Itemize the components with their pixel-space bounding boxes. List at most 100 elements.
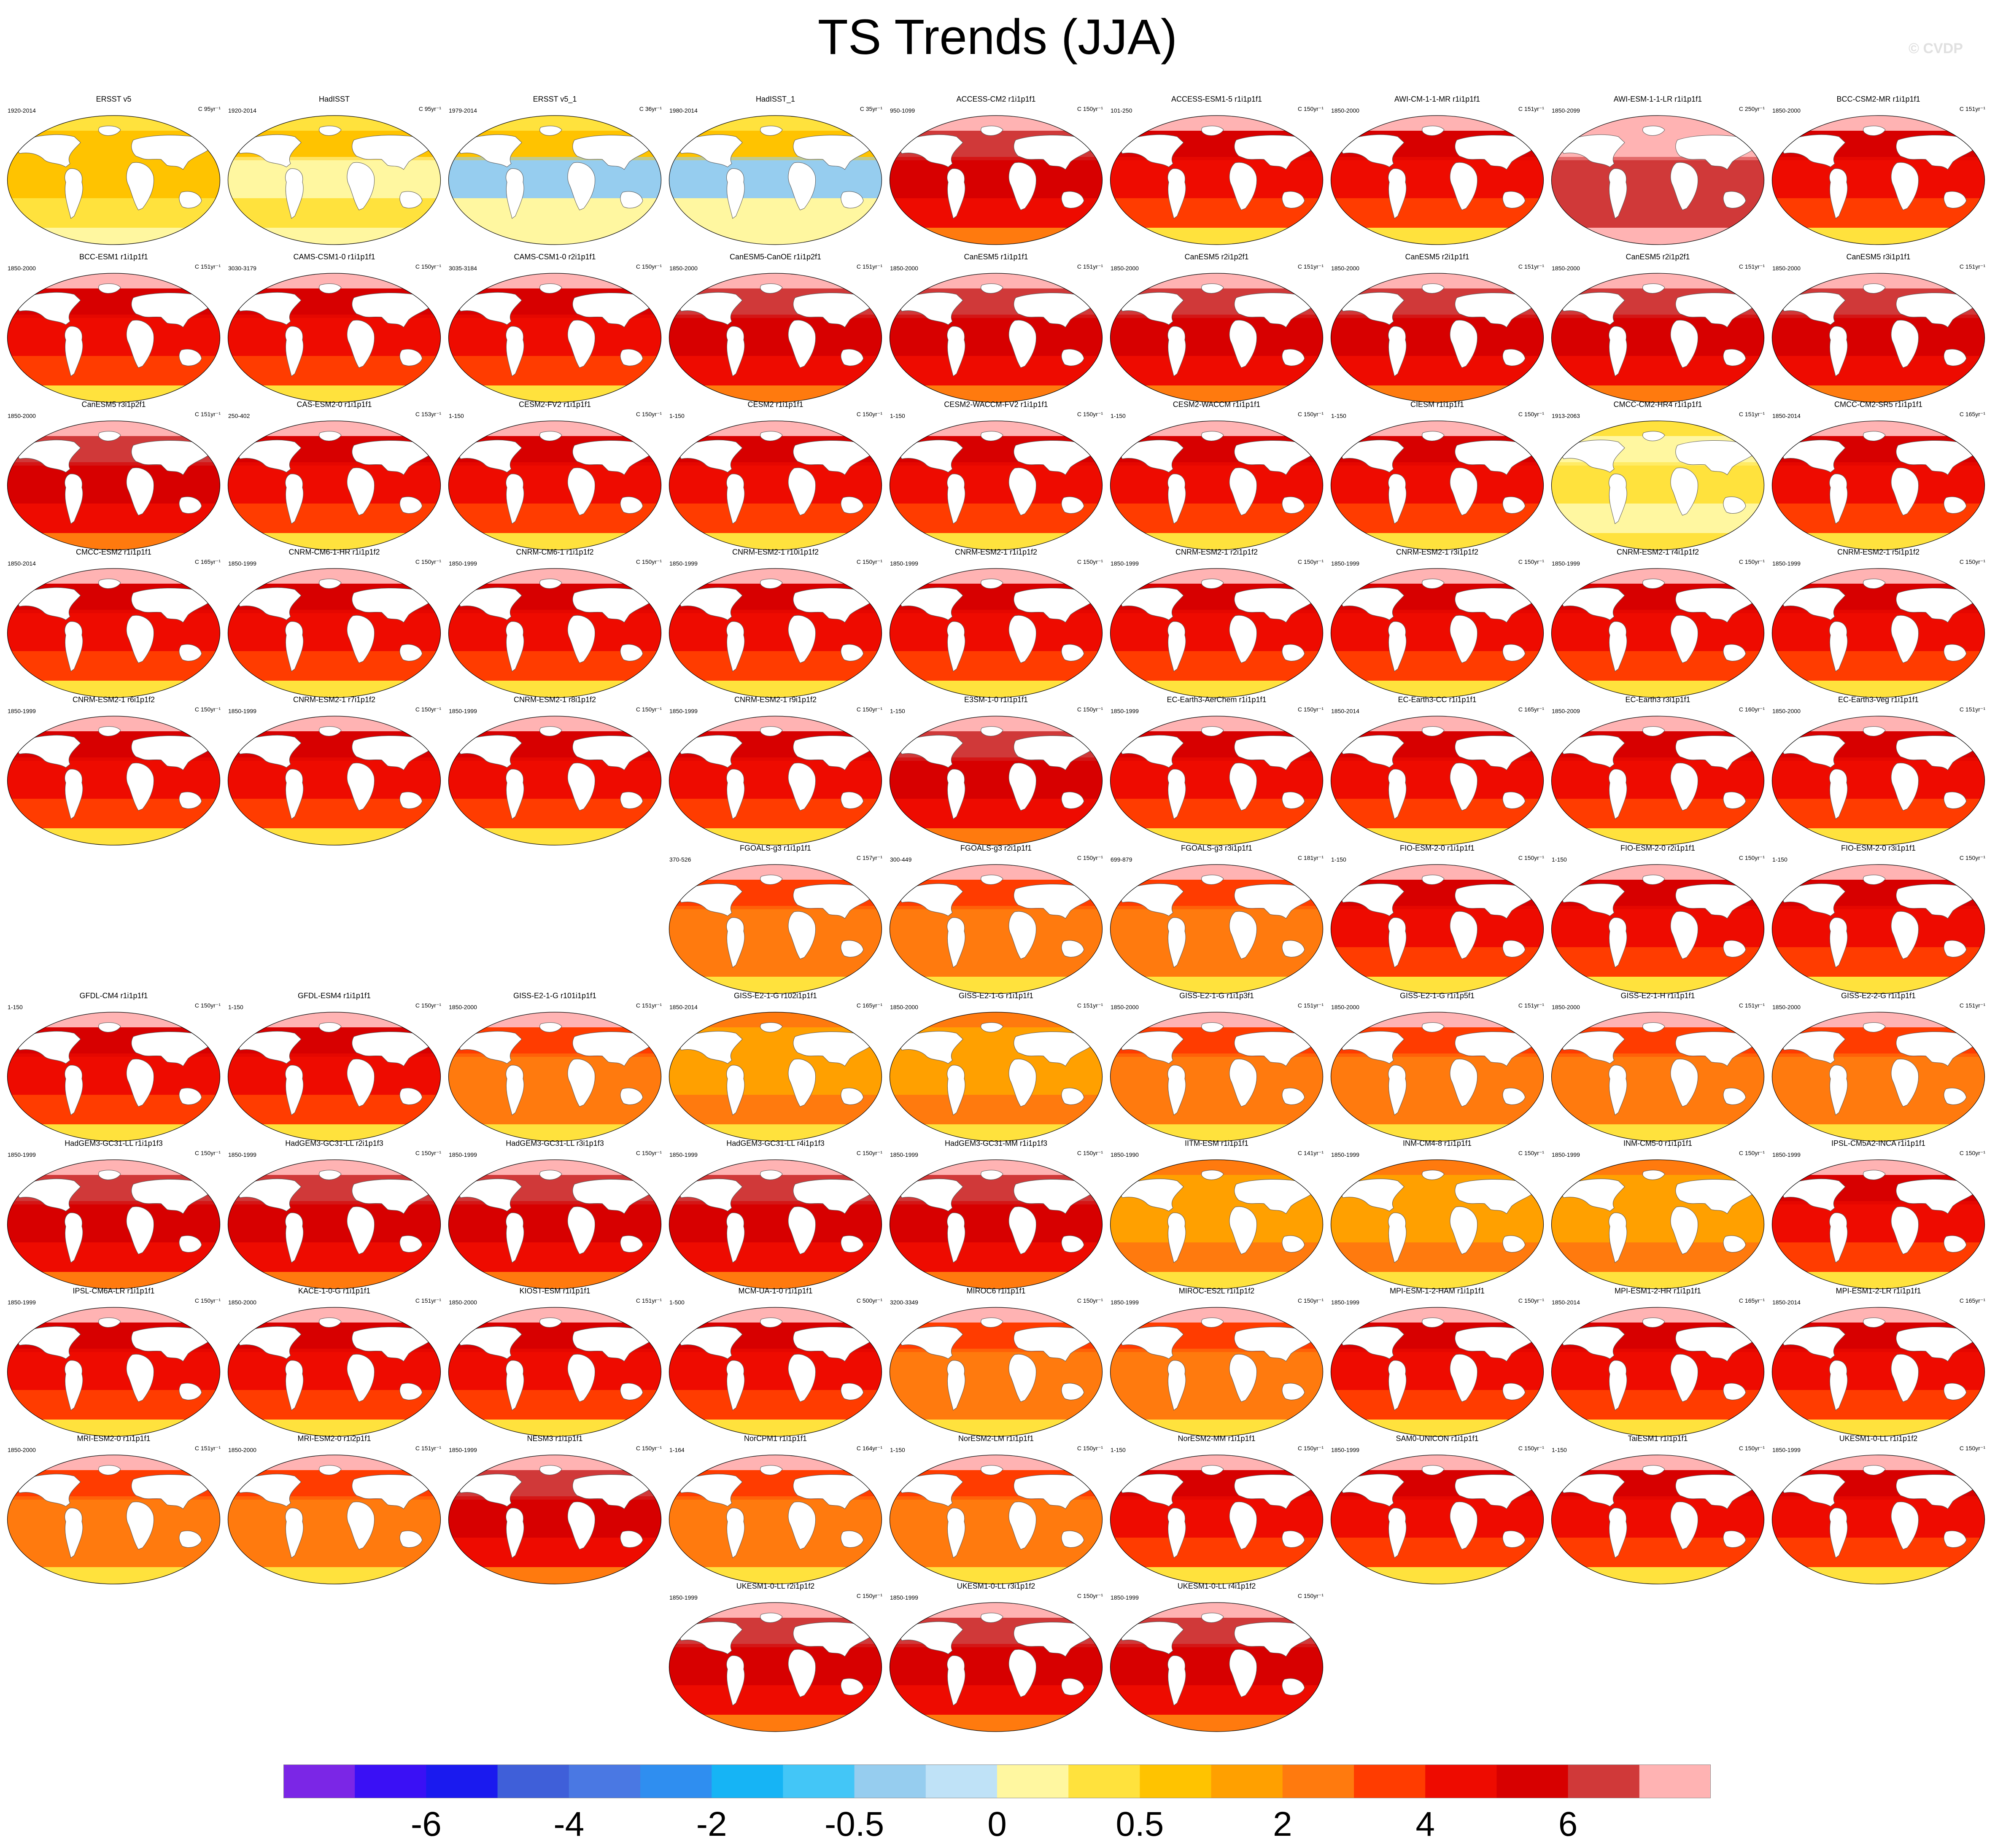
land-mask — [1008, 1501, 1037, 1550]
land-mask — [1061, 1678, 1084, 1695]
panel-title: MPI-ESM-1-2-HAM r1i1p1f1 — [1389, 1287, 1485, 1295]
trend-band — [669, 228, 882, 245]
land-mask — [65, 474, 83, 524]
land-mask — [1422, 875, 1445, 885]
map-outline — [889, 1159, 1103, 1289]
map-outline — [1110, 1602, 1324, 1732]
trend-map — [7, 1307, 221, 1437]
land-mask — [760, 1170, 783, 1180]
land-mask — [1061, 644, 1084, 661]
land-mask — [1723, 349, 1746, 366]
trend-map — [1330, 864, 1544, 994]
map-outline — [7, 568, 221, 698]
map-outline — [1110, 568, 1324, 698]
trend-map — [669, 568, 882, 698]
trend-map — [1330, 420, 1544, 550]
land-mask — [760, 1465, 783, 1475]
trend-map — [448, 115, 662, 245]
land-mask — [620, 644, 643, 661]
trend-map — [1771, 568, 1985, 698]
land-mask — [131, 1032, 213, 1067]
panel-scale: C 151yr⁻¹ — [1959, 263, 1985, 270]
trend-map — [7, 273, 221, 403]
trend-map — [1110, 273, 1324, 403]
land-mask — [896, 134, 963, 167]
land-mask — [1388, 168, 1407, 219]
land-mask — [1229, 911, 1257, 959]
map-panel: HadGEM3-GC31-MM r1i1p1f3 1850-1999 C 150yr… — [886, 1139, 1106, 1295]
panel-title: CAMS-CSM1-0 r1i1p1f1 — [293, 253, 375, 261]
land-mask — [1670, 1059, 1698, 1107]
panel-scale: C 150yr⁻¹ — [856, 558, 882, 565]
map-panel: CanESM5 r2i1p2f1 1850-2000 C 151yr⁻¹ — [1547, 252, 1768, 408]
land-mask — [896, 1031, 963, 1064]
trend-map — [7, 420, 221, 550]
land-mask — [1229, 1059, 1257, 1107]
panel-years: 1850-2009 — [1552, 708, 1580, 714]
map-panel: AWI-CM-1-1-MR r1i1p1f1 1850-2000 C 151yr⁻¹ — [1327, 94, 1547, 251]
trend-map — [1551, 864, 1765, 994]
colorbar-swatch — [1211, 1764, 1283, 1798]
land-mask — [399, 1530, 423, 1548]
land-mask — [126, 762, 154, 811]
panel-scale: C 151yr⁻¹ — [1959, 105, 1985, 112]
panel-scale: C 151yr⁻¹ — [1297, 1002, 1324, 1009]
panel-scale: C 150yr⁻¹ — [636, 411, 662, 418]
panel-years: 1850-1999 — [669, 708, 698, 714]
land-mask — [455, 1474, 522, 1507]
map-panel: CanESM5 r2i1p1f1 1850-2000 C 151yr⁻¹ — [1327, 252, 1547, 408]
map-outline — [1771, 568, 1985, 698]
panel-scale: C 151yr⁻¹ — [1518, 1002, 1544, 1009]
land-mask — [567, 467, 596, 516]
land-mask — [726, 168, 745, 219]
land-mask — [126, 1354, 154, 1402]
land-mask — [179, 1530, 202, 1548]
land-mask — [285, 1212, 304, 1263]
land-mask — [567, 762, 596, 811]
land-mask — [1167, 1212, 1186, 1263]
panel-years: 1850-1999 — [449, 560, 477, 567]
panel-scale: C 150yr⁻¹ — [415, 1002, 441, 1009]
panel-scale: C 150yr⁻¹ — [1518, 411, 1544, 418]
land-mask — [896, 1474, 963, 1507]
colorbar-labels: -6 -4 -2 -0.5 0 0.5 2 4 6 — [0, 1804, 1995, 1846]
land-mask — [1455, 1327, 1537, 1362]
colorbar-swatch — [712, 1764, 783, 1798]
land-mask — [1723, 191, 1746, 208]
panel-title: CanESM5 r2i1p2f1 — [1184, 253, 1249, 261]
map-panel: CESM2 r1i1p1f1 1-150 C 150yr⁻¹ — [665, 400, 886, 556]
map-outline — [1551, 568, 1765, 698]
panel-title: NorCPM1 r1i1p1f1 — [744, 1434, 807, 1443]
land-mask — [1234, 735, 1316, 770]
map-panel: MCM-UA-1-0 r1i1p1f1 1-500 C 500yr⁻¹ — [665, 1286, 886, 1442]
map-panel: GISS-E2-1-G r1i1p1f1 1850-2000 C 151yr⁻¹ — [886, 991, 1106, 1147]
land-mask — [1675, 1474, 1757, 1509]
land-mask — [1896, 588, 1978, 623]
land-mask — [841, 191, 864, 208]
trend-map — [1110, 716, 1324, 846]
land-mask — [793, 440, 875, 475]
panel-years: 1850-2000 — [8, 265, 36, 272]
map-panel: FGOALS-g3 r3i1p1f1 699-879 C 181yr⁻¹ — [1106, 843, 1327, 999]
land-mask — [506, 1508, 524, 1558]
map-outline — [1110, 1307, 1324, 1437]
land-mask — [981, 1465, 1003, 1475]
land-mask — [1229, 1206, 1257, 1255]
land-mask — [352, 1474, 434, 1509]
land-mask — [1234, 1474, 1316, 1509]
map-outline — [1330, 1307, 1544, 1437]
land-mask — [1642, 726, 1665, 736]
land-mask — [1944, 1530, 1967, 1548]
panel-title: AWI-CM-1-1-MR r1i1p1f1 — [1394, 95, 1480, 103]
land-mask — [285, 168, 304, 219]
map-panel: EC-Earth3-Veg r1i1p1f1 1850-2000 C 151yr⁻¹ — [1768, 695, 1989, 851]
map-panel: AWI-ESM-1-1-LR r1i1p1f1 1850-2099 C 250yr⁻… — [1547, 94, 1768, 251]
map-panel: UKESM1-0-LL r2i1p1f2 1850-1999 C 150yr⁻¹ — [665, 1581, 886, 1738]
land-mask — [1558, 735, 1625, 768]
land-mask — [793, 588, 875, 623]
land-mask — [1829, 1212, 1848, 1263]
panel-years: 1850-1999 — [669, 1594, 698, 1601]
map-panel: MPI-ESM1-2-HR r1i1p1f1 1850-2014 C 165yr⁻¹ — [1547, 1286, 1768, 1442]
map-panel: CNRM-ESM2-1 r3i1p1f2 1850-1999 C 150yr⁻¹ — [1327, 547, 1547, 703]
land-mask — [788, 1501, 816, 1550]
